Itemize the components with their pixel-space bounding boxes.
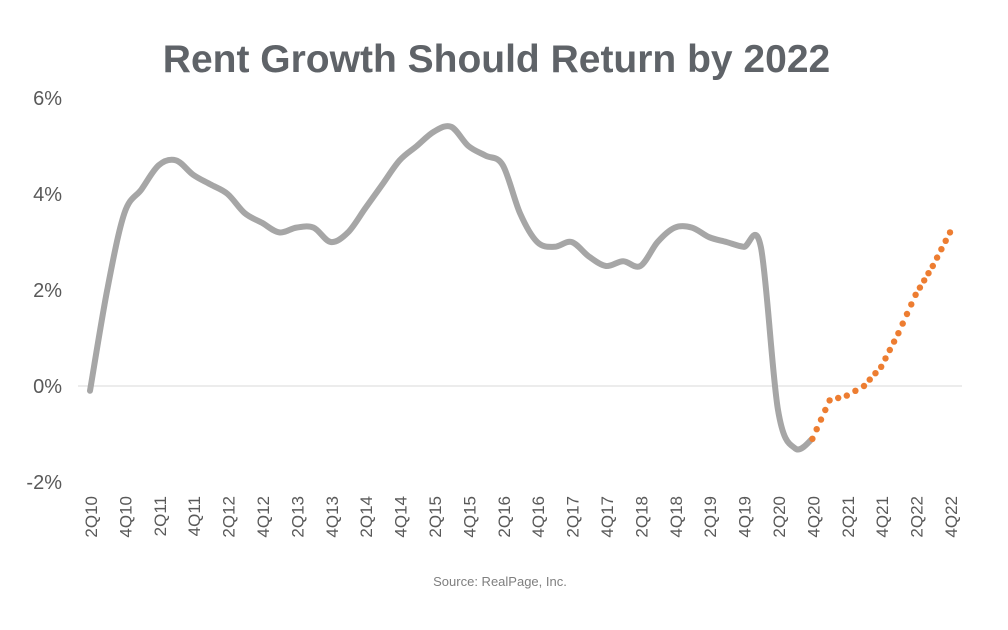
x-tick-label: 4Q19 [736, 496, 755, 538]
forecast-dot [852, 387, 859, 394]
x-tick-label: 4Q12 [254, 496, 273, 538]
x-tick-label: 4Q20 [804, 496, 823, 538]
series-line-forecast [809, 229, 954, 442]
forecast-dot [843, 392, 850, 399]
x-tick-label: 4Q13 [323, 496, 342, 538]
x-tick-label: 2Q13 [288, 496, 307, 538]
forecast-dot [903, 310, 911, 318]
forecast-dot [916, 284, 924, 291]
y-tick-label: 0% [33, 376, 62, 398]
x-tick-label: 2Q22 [908, 496, 927, 538]
x-tick-label: 4Q15 [460, 496, 479, 538]
x-tick-label: 2Q20 [770, 496, 789, 538]
x-tick-label: 2Q19 [701, 496, 720, 538]
forecast-dot [866, 376, 873, 383]
x-tick-label: 2Q16 [495, 496, 514, 538]
forecast-dot [925, 270, 932, 277]
x-tick-label: 4Q10 [116, 496, 135, 538]
y-tick-label: 2% [33, 280, 62, 302]
forecast-dot [822, 406, 829, 414]
y-axis: 6% 4% 2% 0% -2% [26, 88, 62, 494]
x-tick-label: 2Q17 [564, 496, 583, 538]
x-tick-label: 4Q16 [529, 496, 548, 538]
forecast-dot [882, 355, 889, 362]
x-tick-label: 2Q11 [151, 496, 170, 536]
forecast-dot [872, 370, 879, 377]
forecast-dot [908, 301, 915, 308]
x-tick-label: 2Q12 [220, 496, 239, 538]
x-tick-label: 2Q18 [632, 496, 651, 538]
x-tick-label: 4Q21 [873, 496, 892, 538]
forecast-dot [942, 237, 949, 244]
x-tick-label: 2Q21 [839, 496, 858, 538]
forecast-dot [938, 246, 945, 253]
x-tick-label: 2Q14 [357, 496, 376, 538]
forecast-dot [899, 320, 906, 327]
forecast-dot [933, 254, 941, 261]
forecast-dot [835, 394, 842, 402]
forecast-dot [860, 382, 868, 390]
y-tick-label: 6% [33, 88, 62, 110]
forecast-dot [826, 397, 833, 404]
forecast-dot [813, 426, 820, 433]
series-line-actual [87, 123, 816, 453]
chart-title: Rent Growth Should Return by 2022 [162, 38, 831, 81]
forecast-dot [886, 346, 893, 354]
forecast-dot [895, 330, 902, 337]
x-tick-label: 4Q18 [667, 496, 686, 538]
forecast-dot [921, 277, 928, 284]
forecast-dot [817, 416, 825, 423]
forecast-dot [809, 435, 816, 442]
forecast-dot [946, 229, 954, 236]
x-tick-label: 4Q11 [185, 496, 204, 536]
x-axis: 2Q10 4Q10 2Q11 4Q11 2Q12 4Q12 2Q13 4Q13 2Q14 4Q14… [82, 496, 961, 538]
forecast-dot [890, 338, 898, 345]
source-note: Source: RealPage, Inc. [433, 574, 567, 589]
y-tick-label: 4% [33, 184, 62, 206]
x-tick-label: 4Q22 [942, 496, 961, 538]
x-tick-label: 2Q15 [426, 496, 445, 538]
x-tick-label: 4Q14 [392, 496, 411, 538]
forecast-dot [878, 363, 885, 370]
forecast-dot [929, 262, 936, 270]
forecast-dot [912, 291, 919, 298]
y-tick-label: -2% [26, 472, 62, 494]
x-tick-label: 2Q10 [82, 496, 101, 538]
x-tick-label: 4Q17 [598, 496, 617, 538]
series-group [87, 123, 954, 453]
